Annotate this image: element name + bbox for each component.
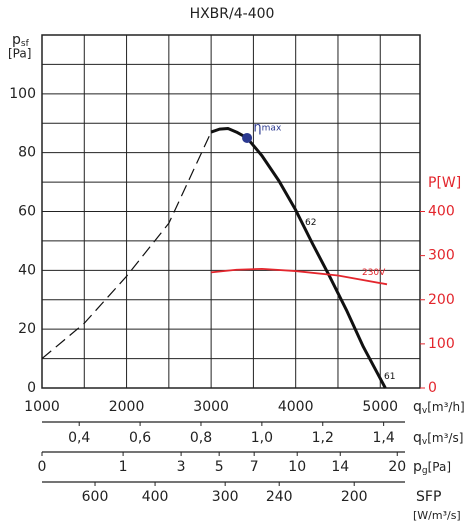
x-tick-label: 4000 — [278, 399, 314, 415]
y-tick-label: 0 — [27, 380, 36, 396]
axis-tick-label: 0,4 — [68, 430, 90, 446]
y-axis-label: psf — [12, 32, 30, 49]
y2-tick-label: 200 — [428, 292, 455, 308]
axis-tick-label: 10 — [288, 459, 306, 475]
axis-tick-label: 400 — [142, 489, 169, 505]
y-tick-label: 20 — [18, 321, 36, 337]
axis-tick-label: 1,0 — [251, 430, 273, 446]
x-tick-label: 5000 — [362, 399, 398, 415]
axis-tick-label: 1,4 — [373, 430, 395, 446]
y-axis-unit: [Pa] — [8, 47, 31, 61]
x-tick-label: 2000 — [109, 399, 145, 415]
axis-tick-label: 14 — [331, 459, 349, 475]
curve — [210, 127, 387, 389]
axis-tick-label: 0 — [38, 459, 47, 475]
y-tick-label: 40 — [18, 262, 36, 278]
axis-tick-label: 5 — [215, 459, 224, 475]
axis-tick-label: 3 — [177, 459, 186, 475]
x-tick-label: 3000 — [193, 399, 229, 415]
curve — [41, 131, 212, 360]
annotation: 61 — [384, 372, 395, 382]
y-tick-label: 80 — [18, 145, 36, 161]
axis-label: SFP — [416, 489, 441, 505]
axis-tick-label: 20 — [388, 459, 406, 475]
y-tick-label: 100 — [9, 86, 36, 102]
x-tick-label: 1000 — [24, 399, 60, 415]
y-tick-label: 60 — [18, 204, 36, 220]
chart-title: HXBR/4-400 — [190, 6, 275, 22]
annotation: 62 — [305, 217, 316, 227]
y2-tick-label: 300 — [428, 248, 455, 264]
axis-tick-label: 0,6 — [129, 430, 151, 446]
y2-tick-label: 100 — [428, 336, 455, 352]
axis-tick-label: 0,8 — [190, 430, 212, 446]
x-axis-label: qv[m³/h] — [413, 399, 465, 416]
axis-unit: [W/m³/s] — [413, 509, 461, 522]
y2-axis-label: P[W] — [428, 175, 461, 191]
eta-max-point — [242, 132, 253, 143]
axis-tick-label: 7 — [250, 459, 259, 475]
axis-tick-label: 200 — [341, 489, 368, 505]
annotation: 230V — [362, 267, 386, 277]
curve — [211, 267, 388, 286]
annotation: ηmax — [253, 120, 282, 135]
y2-tick-label: 400 — [428, 204, 455, 220]
axis-label: pg[Pa] — [413, 459, 451, 476]
axis-tick-label: 600 — [82, 489, 109, 505]
axis-tick-label: 300 — [212, 489, 239, 505]
axis-tick-label: 1 — [119, 459, 128, 475]
axis-tick-label: 240 — [266, 489, 293, 505]
axis-tick-label: 1,2 — [312, 430, 334, 446]
axis-label: qv[m³/s] — [413, 430, 463, 447]
y2-tick-label: 0 — [428, 380, 437, 396]
